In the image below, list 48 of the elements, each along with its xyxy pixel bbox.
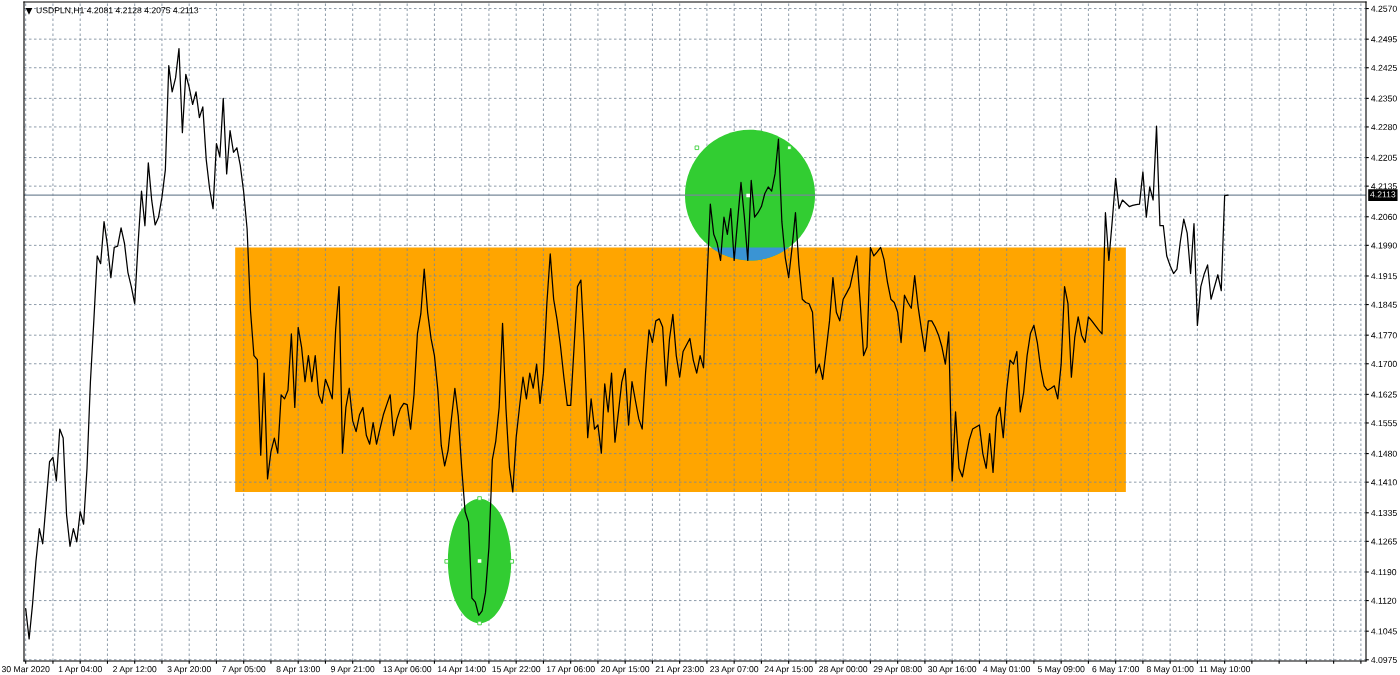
y-tick-label: 4.1265 bbox=[1371, 538, 1397, 545]
x-tick-label: 9 Apr 21:00 bbox=[331, 666, 375, 674]
y-tick-label: 4.1045 bbox=[1371, 628, 1397, 635]
x-tick-label: 7 Apr 05:00 bbox=[222, 666, 266, 674]
x-tick-label: 28 Apr 00:00 bbox=[819, 666, 868, 674]
x-tick-label: 6 May 17:00 bbox=[1092, 666, 1140, 674]
y-tick-label: 4.1120 bbox=[1371, 597, 1397, 604]
y-tick-label: 4.2280 bbox=[1371, 124, 1397, 131]
y-tick-label: 4.2425 bbox=[1371, 64, 1397, 71]
x-tick-label: 4 May 01:00 bbox=[983, 666, 1031, 674]
x-tick-label: 15 Apr 22:00 bbox=[492, 666, 541, 674]
x-tick-label: 11 May 10:00 bbox=[1199, 666, 1251, 674]
x-tick-label: 17 Apr 06:00 bbox=[546, 666, 595, 674]
x-tick-label: 30 Apr 16:00 bbox=[928, 666, 977, 674]
x-tick-label: 13 Apr 06:00 bbox=[383, 666, 432, 674]
x-tick-label: 24 Apr 15:00 bbox=[764, 666, 813, 674]
x-tick-label: 30 Mar 2020 bbox=[1, 666, 50, 673]
y-tick-label: 4.1335 bbox=[1371, 509, 1397, 516]
ref-line-label: 4.2113 bbox=[1370, 191, 1396, 198]
y-tick-label: 4.1990 bbox=[1371, 242, 1397, 249]
x-tick-label: 8 Apr 13:00 bbox=[276, 666, 320, 674]
x-tick-label: 23 Apr 07:00 bbox=[710, 666, 759, 674]
y-tick-label: 4.2205 bbox=[1371, 154, 1397, 161]
x-tick-label: 14 Apr 14:00 bbox=[437, 666, 486, 674]
x-tick-label: 20 Apr 15:00 bbox=[601, 666, 650, 674]
y-tick-label: 4.1915 bbox=[1371, 273, 1397, 280]
y-tick-label: 4.1410 bbox=[1371, 479, 1397, 486]
y-tick-label: 4.1480 bbox=[1371, 450, 1397, 457]
x-tick-label: 29 Apr 08:00 bbox=[873, 666, 922, 674]
y-tick-label: 4.1770 bbox=[1371, 332, 1397, 339]
y-tick-label: 4.1190 bbox=[1371, 569, 1397, 576]
y-tick-label: 4.2570 bbox=[1371, 5, 1397, 12]
y-tick-label: 4.2495 bbox=[1371, 36, 1397, 43]
y-tick-label: 4.2060 bbox=[1371, 213, 1397, 220]
y-tick-label: 4.2350 bbox=[1371, 95, 1397, 102]
y-tick-label: 4.1845 bbox=[1371, 301, 1397, 308]
x-tick-label: 5 May 09:00 bbox=[1037, 666, 1085, 674]
x-tick-label: 3 Apr 20:00 bbox=[167, 666, 211, 674]
x-tick-label: 2 Apr 12:00 bbox=[113, 666, 157, 674]
text: USDPLN,H1 4.2081 4.2128 4.2075 4.2113 bbox=[36, 7, 199, 15]
y-tick-label: 4.1700 bbox=[1371, 360, 1397, 367]
y-tick-label: 4.0975 bbox=[1371, 656, 1397, 663]
x-tick-label: 8 May 01:00 bbox=[1146, 666, 1194, 674]
y-tick-label: 4.1625 bbox=[1371, 391, 1397, 398]
x-tick-label: 1 Apr 04:00 bbox=[58, 666, 102, 674]
y-tick-label: 4.1555 bbox=[1371, 420, 1397, 427]
x-tick-label: 21 Apr 23:00 bbox=[655, 666, 704, 674]
y-tick-label: 4.2135 bbox=[1371, 183, 1397, 190]
